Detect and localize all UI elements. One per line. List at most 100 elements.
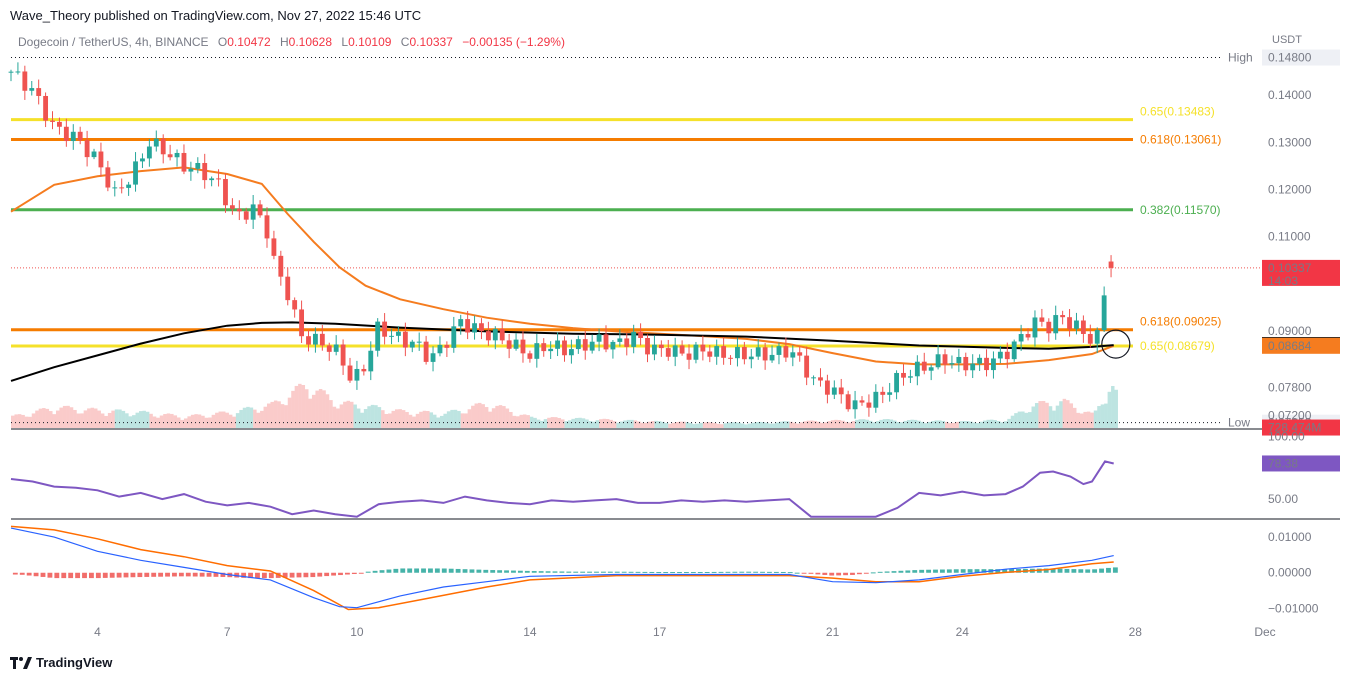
macd-histogram-bar (801, 572, 807, 574)
volume-bar (190, 414, 195, 428)
time-tick-label: 28 (1129, 625, 1143, 639)
volume-bar (893, 420, 897, 428)
macd-histogram-bar (517, 570, 523, 573)
volume-bar (104, 415, 108, 428)
volume-bar (353, 404, 357, 428)
candle-body (907, 376, 913, 378)
volume-bar (194, 414, 198, 428)
candle-body (250, 204, 256, 220)
candle-body (575, 339, 581, 350)
high-label: High (1228, 51, 1253, 65)
macd-histogram-bar (822, 572, 828, 575)
volume-bar (1017, 411, 1022, 428)
volume-bar (702, 422, 707, 428)
candle-body (437, 344, 443, 354)
candle-body (285, 276, 291, 301)
volume-bar (761, 422, 766, 428)
macd-histogram-bar (642, 571, 648, 573)
low-label: Low (1228, 416, 1250, 430)
volume-bar (443, 413, 447, 428)
macd-tick-label: −0.01000 (1268, 601, 1319, 615)
candle-body (513, 339, 519, 349)
volume-bar (135, 412, 139, 428)
fib-label: 0.618(0.09025) (1140, 315, 1221, 329)
macd-histogram-bar (739, 571, 745, 573)
volume-bar (249, 407, 254, 428)
candle-body (582, 339, 588, 351)
candle-body (665, 348, 671, 357)
volume-bar (163, 414, 167, 428)
macd-histogram-bar (393, 568, 399, 573)
volume-bar (28, 416, 32, 428)
macd-histogram-bar (324, 572, 330, 577)
volume-bar (1000, 422, 1004, 428)
volume-bar (827, 421, 831, 428)
macd-histogram-bar (12, 572, 18, 575)
volume-bar (1059, 401, 1063, 428)
macd-histogram-bar (939, 569, 945, 573)
candle-body (1067, 317, 1072, 329)
macd-histogram-bar (843, 572, 848, 576)
macd-histogram-bar (808, 572, 814, 574)
volume-bar (765, 422, 769, 428)
volume-bar (740, 423, 745, 428)
candle-body (589, 341, 595, 351)
volume-bar (24, 416, 29, 428)
volume-bar (87, 408, 91, 428)
macd-histogram-bar (573, 571, 579, 573)
candle-body (1074, 320, 1079, 329)
volume-bar (197, 414, 202, 428)
macd-histogram-bar (137, 572, 143, 578)
candle-body (928, 367, 934, 371)
volume-bar (446, 411, 451, 428)
volume-bar (785, 421, 790, 428)
volume-bar (813, 420, 818, 428)
macd-histogram-bar (856, 572, 862, 575)
volume-bar (1111, 386, 1115, 428)
volume-bar (612, 421, 617, 428)
macd-histogram-bar (490, 570, 496, 573)
macd-histogram-bar (109, 572, 115, 578)
volume-bar (588, 421, 593, 428)
macd-histogram-bar (158, 572, 164, 577)
candle-body (1053, 315, 1059, 334)
volume-bar (789, 421, 793, 428)
candle-body (319, 333, 325, 346)
volume-bar (356, 408, 361, 428)
candle-body (409, 341, 415, 348)
macd-histogram-bar (400, 568, 406, 573)
low-label: L (341, 35, 349, 49)
macd-histogram-bar (884, 571, 890, 573)
candle-body (977, 357, 983, 364)
volume-bar (661, 421, 665, 428)
candle-body (901, 372, 906, 378)
macd-histogram-bar (649, 571, 655, 573)
macd-histogram-bar (559, 571, 565, 573)
candle-body (423, 341, 429, 362)
macd-histogram-bar (344, 572, 350, 575)
macd-histogram-bar (303, 572, 309, 578)
macd-histogram-bar (220, 572, 226, 577)
macd-histogram-bar (261, 572, 267, 579)
macd-histogram-bar (967, 569, 973, 573)
volume-bar (782, 421, 786, 428)
volume-bar (865, 419, 869, 428)
volume-bar (623, 420, 627, 428)
candle-body (1032, 317, 1038, 338)
candle-body (160, 138, 166, 155)
currency-label: USDT (1272, 34, 1302, 46)
volume-bar (744, 424, 748, 428)
fib-label: 0.382(0.11570) (1140, 203, 1221, 217)
symbol-name[interactable]: Dogecoin / TetherUS, 4h, BINANCE (18, 35, 209, 49)
volume-bar (640, 422, 645, 428)
volume-bar (97, 410, 101, 428)
candle-body (520, 339, 526, 354)
volume-bar (177, 417, 181, 428)
volume-bar (709, 422, 714, 428)
candle-body (735, 346, 740, 359)
macd-histogram-bar (462, 569, 468, 573)
volume-bar (253, 409, 257, 428)
candle-body (1080, 320, 1086, 334)
volume-bar (820, 422, 824, 428)
